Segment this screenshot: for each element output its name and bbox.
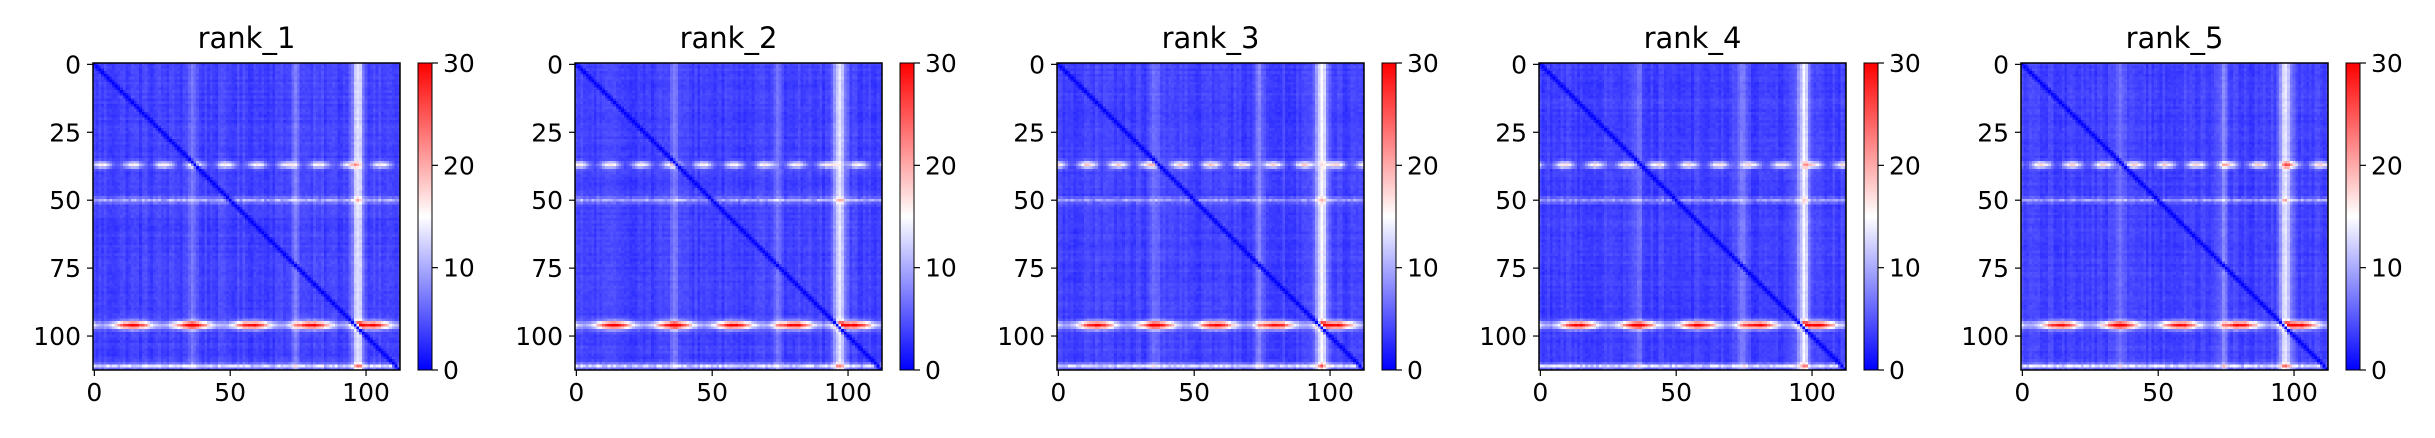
y-tick-label: 0 (65, 50, 81, 79)
colorbar-tick-label: 10 (925, 254, 957, 283)
x-tick-label: 0 (86, 378, 102, 407)
colorbar-tick-label: 0 (2371, 356, 2387, 385)
colorbar-tick-label: 30 (443, 49, 475, 78)
x-tick-label: 100 (1306, 378, 1354, 407)
colorbar (1381, 62, 1397, 371)
y-tick-label: 75 (1495, 254, 1527, 283)
colorbar (899, 62, 915, 371)
heatmap-image (93, 63, 400, 370)
colorbar-tick-label: 10 (2371, 254, 2403, 283)
colorbar-tick-label: 10 (1889, 254, 1921, 283)
heatmap-image (575, 63, 882, 370)
colorbar (1863, 62, 1879, 371)
y-tick-label: 25 (1495, 118, 1527, 147)
x-tick-label: 100 (1788, 378, 1836, 407)
x-tick-label: 50 (214, 378, 246, 407)
x-tick-label: 50 (696, 378, 728, 407)
y-tick-label: 100 (515, 322, 563, 351)
y-tick-label: 50 (1977, 186, 2009, 215)
axes-frame (1538, 62, 1847, 371)
y-tick-label: 50 (49, 186, 81, 215)
colorbar-tick-label: 10 (443, 254, 475, 283)
panel-title: rank_1 (198, 21, 296, 55)
y-tick-label: 50 (1013, 186, 1045, 215)
colorbar-tick-label: 20 (925, 151, 957, 180)
y-tick-label: 0 (1029, 50, 1045, 79)
y-tick-label: 100 (1961, 322, 2009, 351)
y-tick-label: 75 (1977, 254, 2009, 283)
colorbar-tick-label: 20 (1889, 151, 1921, 180)
colorbar-tick-label: 20 (1407, 151, 1439, 180)
heatmap-image (1057, 63, 1364, 370)
panel-title: rank_4 (1644, 21, 1742, 55)
x-tick-label: 50 (1660, 378, 1692, 407)
panel-title: rank_5 (2126, 21, 2224, 55)
y-tick-label: 25 (1977, 118, 2009, 147)
colorbar-tick-label: 10 (1407, 254, 1439, 283)
colorbar-tick-label: 0 (1407, 356, 1423, 385)
colorbar-tick-label: 0 (1889, 356, 1905, 385)
y-tick-label: 100 (1479, 322, 1527, 351)
x-tick-label: 100 (824, 378, 872, 407)
y-tick-label: 50 (531, 186, 563, 215)
colorbar-tick-label: 30 (925, 49, 957, 78)
x-tick-label: 100 (2270, 378, 2318, 407)
heatmap-image (2021, 63, 2328, 370)
colorbar-tick-label: 30 (1407, 49, 1439, 78)
y-tick-label: 75 (1013, 254, 1045, 283)
axes-frame (574, 62, 883, 371)
y-tick-label: 25 (531, 118, 563, 147)
colorbar-tick-label: 20 (443, 151, 475, 180)
colorbar-tick-label: 30 (2371, 49, 2403, 78)
y-tick-label: 75 (531, 254, 563, 283)
axes-frame (92, 62, 401, 371)
colorbar-tick-label: 30 (1889, 49, 1921, 78)
colorbar (417, 62, 433, 371)
x-tick-label: 0 (1532, 378, 1548, 407)
axes-frame (1056, 62, 1365, 371)
y-tick-label: 0 (1511, 50, 1527, 79)
y-tick-label: 0 (547, 50, 563, 79)
x-tick-label: 50 (2142, 378, 2174, 407)
x-tick-label: 0 (568, 378, 584, 407)
x-tick-label: 50 (1178, 378, 1210, 407)
y-tick-label: 25 (49, 118, 81, 147)
x-tick-label: 100 (342, 378, 390, 407)
y-tick-label: 100 (33, 322, 81, 351)
y-tick-label: 100 (997, 322, 1045, 351)
heatmap-image (1539, 63, 1846, 370)
y-tick-label: 25 (1013, 118, 1045, 147)
colorbar-tick-label: 0 (925, 356, 941, 385)
y-tick-label: 0 (1993, 50, 2009, 79)
y-tick-label: 50 (1495, 186, 1527, 215)
panel-title: rank_3 (1162, 21, 1260, 55)
colorbar-tick-label: 0 (443, 356, 459, 385)
x-tick-label: 0 (2014, 378, 2030, 407)
colorbar-tick-label: 20 (2371, 151, 2403, 180)
panel-title: rank_2 (680, 21, 778, 55)
y-tick-label: 75 (49, 254, 81, 283)
colorbar (2345, 62, 2361, 371)
axes-frame (2020, 62, 2329, 371)
x-tick-label: 0 (1050, 378, 1066, 407)
